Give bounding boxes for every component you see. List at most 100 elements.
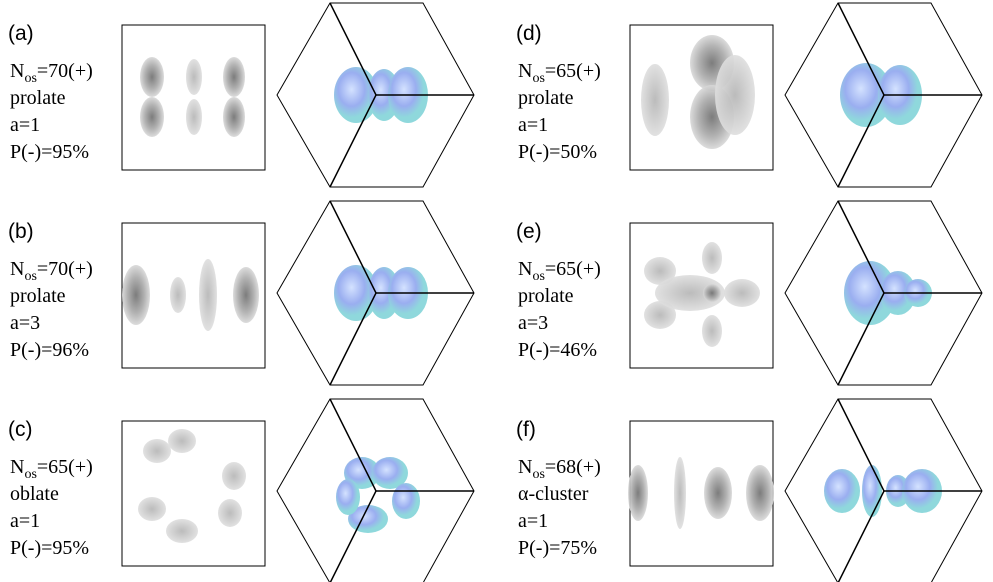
axis-line [329,200,377,294]
a-text: a=1 [518,114,548,136]
axis-line [329,292,377,386]
density-blob [223,97,245,137]
shape-text: α-cluster [518,483,589,505]
density-blob [233,267,259,323]
a-text: a=1 [10,510,40,532]
density-blob [702,315,722,347]
subscript: os [24,71,36,86]
density-blob [644,301,676,329]
n-line: Nos=70(+) [10,60,93,86]
panel-label: (a) [8,22,34,45]
surface-blob [862,465,882,517]
n-text: N [10,258,24,280]
density-blob [715,55,755,135]
axis-line [329,2,377,96]
n-line: Nos=65(+) [518,258,601,284]
subscript: os [532,269,544,284]
shape-text: prolate [518,285,574,307]
density-blob [143,439,171,463]
density-blob [140,97,164,137]
density-blob [140,57,164,97]
n-text: N [10,60,24,82]
n-text: =65(+) [37,456,93,478]
axis-line [329,490,377,582]
subscript: os [24,269,36,284]
panel-label: (c) [8,418,33,441]
axis-line [837,200,885,294]
p-text: P(-)=96% [10,339,89,361]
surface-blob [334,67,378,123]
p-text: P(-)=95% [10,141,89,163]
shape-text: prolate [10,285,66,307]
p-text: P(-)=50% [518,141,597,163]
a-text: a=1 [10,114,40,136]
density-blob [138,497,166,521]
shape-text: prolate [10,87,66,109]
surface-blob [372,457,408,489]
surface-blob [840,63,892,127]
n-text: =65(+) [545,60,601,82]
density-blob [186,59,202,95]
surface-blob [824,469,860,513]
density-blob [644,257,676,285]
density-blob [704,467,732,519]
density-blob [655,275,725,311]
subscript: os [24,467,36,482]
shape-text: prolate [518,87,574,109]
n-text: =70(+) [37,258,93,280]
density-blob [166,519,198,543]
axis-line [329,398,377,492]
n-text: N [518,456,532,478]
shape-text: oblate [10,483,59,505]
a-text: a=3 [10,312,40,334]
panel: (d) Nos=65(+)prolate a=1 P(-)=50% [516,2,983,188]
density-blob [702,242,722,274]
density-box [121,24,266,171]
axis-line [837,292,885,386]
surface-blob [392,483,420,519]
axis-line [837,94,885,188]
density-blob [222,462,246,490]
n-text: =68(+) [545,456,601,478]
density-blob [199,259,217,331]
n-text: N [10,456,24,478]
n-text: =70(+) [37,60,93,82]
n-line: Nos=65(+) [518,60,601,86]
subscript: os [532,467,544,482]
density-blob [674,457,686,529]
panel-label: (d) [516,22,542,45]
n-text: N [518,60,532,82]
density-blob [218,499,242,527]
a-text: a=3 [518,312,548,334]
density-blob [122,265,150,325]
n-line: Nos=65(+) [10,456,93,482]
panel-label: (f) [516,418,536,441]
n-line: Nos=68(+) [518,456,601,482]
p-text: P(-)=75% [518,537,597,559]
n-text: N [518,258,532,280]
density-blob [186,99,202,135]
p-text: P(-)=95% [10,537,89,559]
panel-label: (e) [516,220,542,243]
density-blob [170,277,186,313]
panel: (e) Nos=65(+)prolate a=3 P(-)=46% [516,200,983,386]
axis-line [837,398,885,492]
surface-blob [336,479,360,515]
density-blob [703,284,721,302]
axis-line [837,490,885,582]
surface-blob [844,261,896,325]
density-blob [641,64,669,136]
surface-blob [334,265,378,321]
density-blob [746,465,774,521]
p-text: P(-)=46% [518,339,597,361]
density-blob [724,279,760,307]
a-text: a=1 [518,510,548,532]
n-line: Nos=70(+) [10,258,93,284]
density-blob [628,465,648,521]
panel-label: (b) [8,220,34,243]
